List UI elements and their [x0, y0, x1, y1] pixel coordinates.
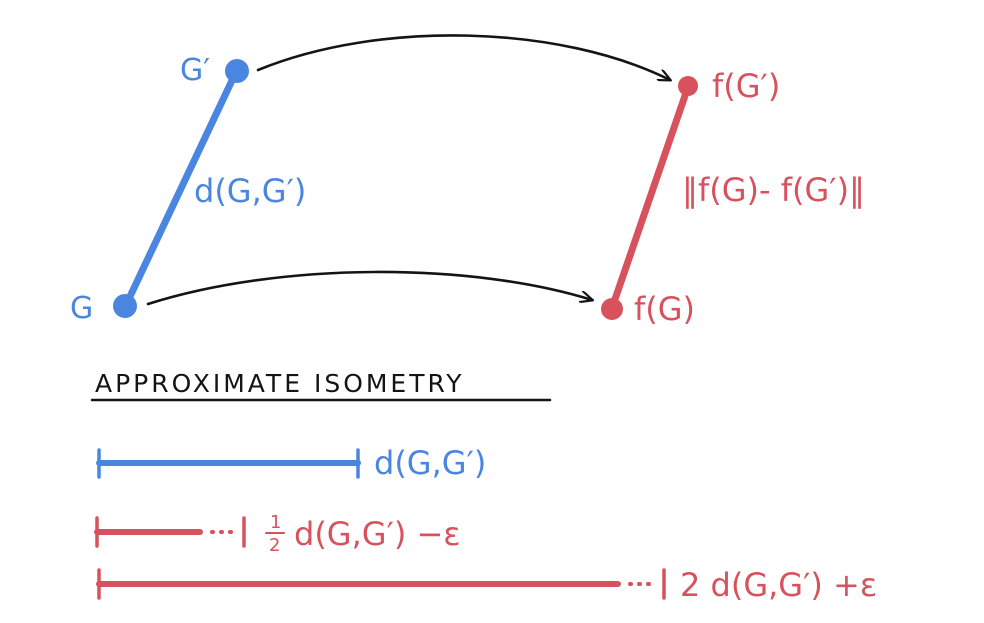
- legend-row3-label: 2 d(G,G′) +ε: [680, 566, 877, 604]
- segment-g-gprime: [122, 68, 240, 309]
- legend-row2-label: d(G,G′) −ε: [294, 515, 461, 553]
- point-g-prime: [225, 59, 249, 83]
- label-g-prime: G′: [180, 53, 210, 88]
- point-g: [113, 294, 137, 318]
- label-f-g: f(G): [634, 290, 695, 328]
- legend-row2-frac-den: 2: [269, 535, 280, 556]
- segment-fg-fgprime: [608, 83, 692, 312]
- label-g: G: [70, 291, 93, 326]
- label-f-g-prime: f(G′): [712, 67, 780, 105]
- arrow-bottom: [146, 270, 592, 306]
- label-image-distance: ‖f(G)- f(G′)‖: [682, 171, 865, 209]
- legend-row1-label: d(G,G′): [374, 444, 486, 482]
- point-f-g-prime: [678, 76, 698, 96]
- label-distance: d(G,G′): [194, 172, 306, 210]
- arrow-top: [256, 34, 670, 80]
- legend-row2-frac-num: 1: [270, 512, 281, 533]
- point-f-g: [601, 298, 623, 320]
- legend-title: APPROXIMATE ISOMETRY: [95, 369, 465, 398]
